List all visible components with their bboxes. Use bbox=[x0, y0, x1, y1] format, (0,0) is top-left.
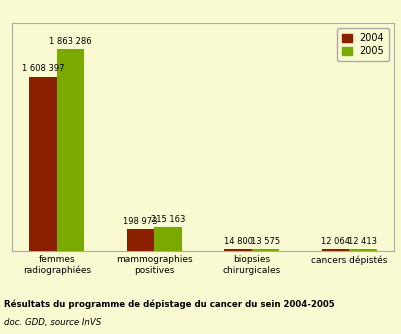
Text: 12 413: 12 413 bbox=[348, 237, 377, 246]
Text: 14 800: 14 800 bbox=[223, 237, 252, 245]
Bar bbox=[251, 249, 278, 250]
Bar bbox=[127, 229, 154, 250]
Legend: 2004, 2005: 2004, 2005 bbox=[336, 28, 388, 61]
Text: 12 064: 12 064 bbox=[320, 237, 349, 246]
Text: 215 163: 215 163 bbox=[150, 215, 184, 224]
Text: 198 973: 198 973 bbox=[123, 217, 158, 226]
Bar bbox=[321, 249, 348, 250]
Text: Résultats du programme de dépistage du cancer du sein 2004-2005: Résultats du programme de dépistage du c… bbox=[4, 300, 334, 309]
Bar bbox=[348, 249, 376, 250]
Text: doc. GDD, source InVS: doc. GDD, source InVS bbox=[4, 318, 101, 327]
Text: 1 863 286: 1 863 286 bbox=[49, 37, 91, 46]
Bar bbox=[57, 49, 84, 250]
Bar bbox=[154, 227, 181, 250]
Bar bbox=[224, 249, 251, 250]
Text: 13 575: 13 575 bbox=[250, 237, 279, 246]
Bar bbox=[29, 76, 57, 250]
Text: 1 608 397: 1 608 397 bbox=[22, 64, 64, 73]
